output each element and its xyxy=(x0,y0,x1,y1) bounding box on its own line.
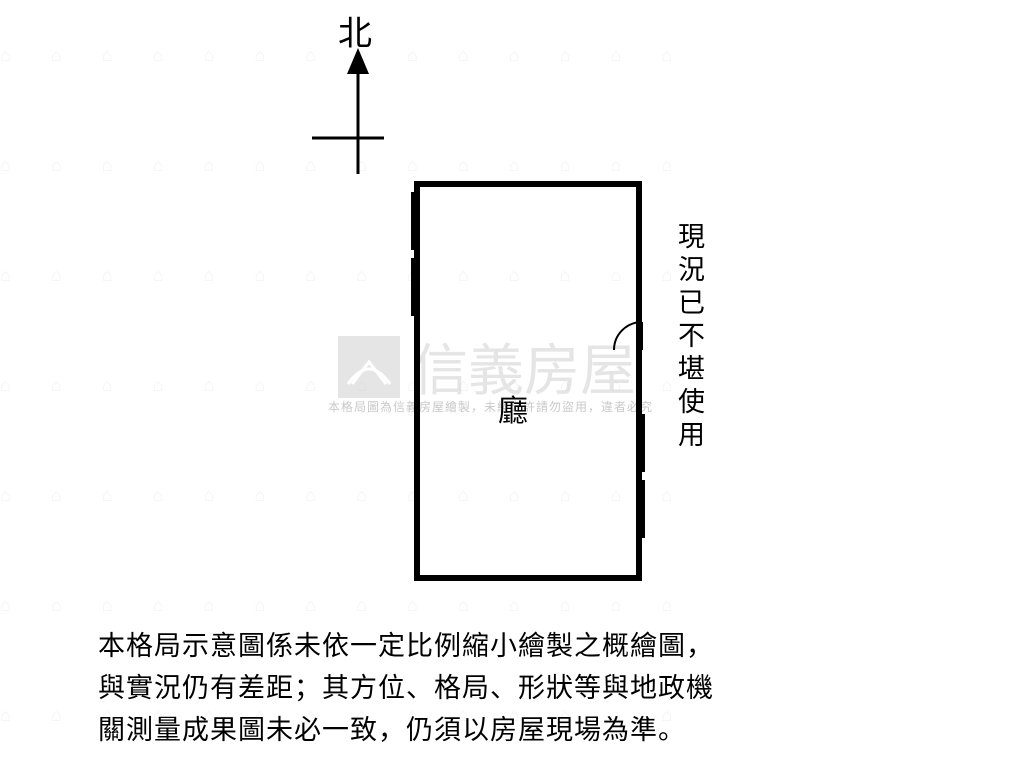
door-arc-icon xyxy=(610,318,674,382)
room-label: 廳 xyxy=(498,386,528,430)
disclaimer-text: 本格局示意圖係未依一定比例縮小繪製之概繪圖，與實況仍有差距；其方位、格局、形狀等… xyxy=(98,626,714,752)
brand-logo-icon xyxy=(338,336,400,398)
disclaimer-line: 關測量成果圖未必一致，仍須以房屋現場為準。 xyxy=(98,710,714,752)
room-outline xyxy=(414,181,642,581)
disclaimer-line: 與實況仍有差距；其方位、格局、形狀等與地政機 xyxy=(98,668,714,710)
wall-hinge-mark xyxy=(642,414,645,472)
wall-hinge-mark xyxy=(411,258,414,316)
north-arrow-icon xyxy=(298,48,418,178)
condition-note: 現況已不堪使用 xyxy=(670,222,709,453)
wall-hinge-mark xyxy=(411,192,414,250)
disclaimer-line: 本格局示意圖係未依一定比例縮小繪製之概繪圖， xyxy=(98,626,714,668)
wall-hinge-mark xyxy=(642,480,645,538)
floorplan-canvas: ⌂⌂⌂⌂⌂⌂⌂⌂⌂⌂⌂⌂⌂⌂ ⌂⌂⌂⌂⌂⌂⌂⌂⌂⌂⌂⌂⌂⌂ ⌂⌂⌂⌂⌂⌂⌂⌂⌂⌂… xyxy=(0,0,1024,768)
